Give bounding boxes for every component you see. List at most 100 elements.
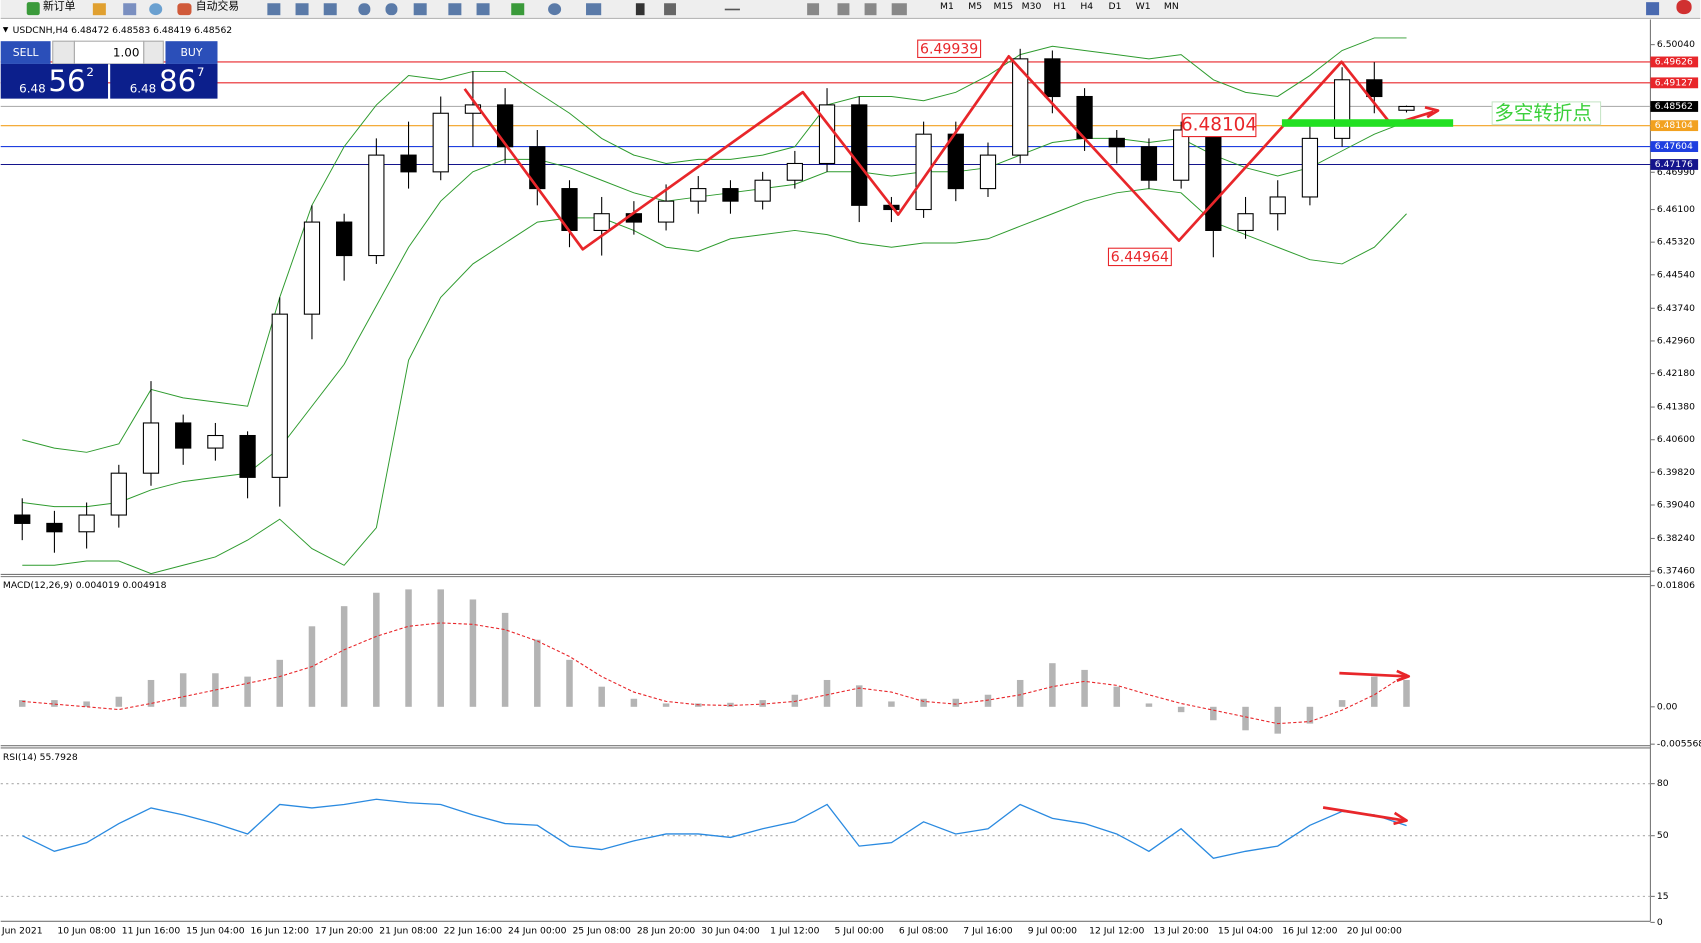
pivot-zone <box>1281 119 1454 127</box>
x-tick-label: 5 Jul 00:00 <box>835 926 884 937</box>
x-tick-label: 21 Jun 08:00 <box>379 926 438 937</box>
candle-body <box>1140 146 1158 181</box>
y-tick-label: 6.46990 <box>1657 167 1695 178</box>
tool-icon[interactable] <box>586 3 602 16</box>
tool-icon[interactable] <box>511 3 525 16</box>
tool-icon[interactable] <box>149 3 163 16</box>
sell-price-main: 56 <box>48 64 85 98</box>
lot-value[interactable]: 1.00 <box>113 46 140 60</box>
macd-bar <box>18 700 26 707</box>
timeframe[interactable]: M1 <box>940 1 954 12</box>
candle-body <box>239 434 256 478</box>
timeframe[interactable]: M15 <box>994 1 1014 12</box>
buy-label[interactable]: BUY <box>180 46 202 59</box>
macd-bar <box>1145 703 1153 707</box>
y-tick-label: -0.005568 <box>1657 739 1701 750</box>
lot-up[interactable] <box>143 40 164 65</box>
tool-icon[interactable] <box>807 3 820 16</box>
tool-icon[interactable] <box>724 8 740 11</box>
tool-icon[interactable] <box>413 3 427 16</box>
candle-body <box>175 422 192 449</box>
candle-body <box>1205 129 1222 231</box>
x-tick-label: 9 Jul 00:00 <box>1028 926 1077 937</box>
annotation-box <box>1107 247 1172 267</box>
new-order[interactable]: 新订单 <box>43 0 76 13</box>
auto-trading-icon[interactable] <box>177 3 192 16</box>
rsi-line <box>22 798 1407 859</box>
macd-bar <box>1306 706 1314 724</box>
tool-icon[interactable] <box>664 3 676 16</box>
candle-body <box>336 221 353 257</box>
price-label: 6.49626 <box>1655 56 1693 67</box>
timeframe[interactable]: H1 <box>1053 1 1066 12</box>
macd-title: MACD(12,26,9) 0.004019 0.004918 <box>3 580 167 591</box>
tool-icon[interactable] <box>358 3 371 16</box>
tool-icon[interactable] <box>864 3 877 16</box>
tool-icon[interactable] <box>92 3 106 16</box>
price-label-bg <box>1650 120 1699 132</box>
candle-body <box>496 104 514 148</box>
notification-icon[interactable] <box>1676 0 1692 15</box>
tool-icon[interactable] <box>837 3 850 16</box>
annotation-pivot: 6.48104 <box>1181 115 1257 136</box>
timeframe[interactable]: D1 <box>1108 1 1121 12</box>
x-tick-label: 20 Jul 00:00 <box>1347 926 1402 937</box>
x-tick-label: 13 Jul 20:00 <box>1154 926 1209 937</box>
sell-label[interactable]: SELL <box>13 46 39 59</box>
tool-icon[interactable] <box>476 3 490 16</box>
annotation-low: 6.44964 <box>1111 249 1169 265</box>
price-label-bg <box>1650 101 1699 112</box>
tool-icon[interactable] <box>448 3 462 16</box>
note: 多空转折点 <box>1494 101 1592 124</box>
tool-icon[interactable] <box>295 3 309 16</box>
y-tick-label: 6.39040 <box>1657 499 1695 510</box>
candle-body <box>754 179 771 202</box>
tool-icon[interactable] <box>323 3 337 16</box>
tool-icon[interactable] <box>635 3 645 16</box>
price-label: 6.47176 <box>1655 159 1693 170</box>
search-icon[interactable] <box>1646 2 1660 16</box>
annotation-box <box>1181 113 1257 138</box>
candle-body <box>786 162 803 181</box>
buy-button[interactable] <box>165 41 218 64</box>
timeframe[interactable]: MN <box>1164 1 1179 12</box>
timeframe[interactable]: M30 <box>1022 1 1042 12</box>
price-label-bg <box>1650 56 1699 68</box>
buy-price-box[interactable] <box>110 63 218 99</box>
new-order-icon[interactable] <box>26 2 40 16</box>
macd-bar <box>1081 669 1088 707</box>
timeframes: M1 M5 M15 M30 H1 H4 D1 W1 MN <box>940 1 1179 12</box>
lot-down[interactable] <box>52 40 75 65</box>
x-tick-label: 16 Jul 12:00 <box>1282 926 1337 937</box>
sell-button[interactable] <box>0 41 51 64</box>
bollinger-upper <box>22 37 1407 453</box>
tool-icon[interactable] <box>548 3 562 16</box>
timeframe[interactable]: M5 <box>968 1 982 12</box>
macd-bar <box>630 698 638 707</box>
macd-bar <box>51 700 58 707</box>
candle-body <box>110 472 127 516</box>
tool-icon[interactable] <box>267 3 281 16</box>
tool-icon[interactable] <box>123 3 137 16</box>
zigzag-drawing <box>463 55 1440 826</box>
timeframe[interactable]: W1 <box>1136 1 1151 12</box>
macd-bar <box>83 701 90 707</box>
macd-bar <box>147 679 155 707</box>
sell-price-box[interactable] <box>0 63 109 99</box>
x-tick-label: 10 Jun 08:00 <box>57 926 116 937</box>
x-tick-label: 16 Jun 12:00 <box>251 926 310 937</box>
note-box <box>1491 101 1602 126</box>
auto-trading[interactable]: 自动交易 <box>196 0 239 13</box>
tool-icon[interactable] <box>385 3 398 16</box>
timeframe[interactable]: H4 <box>1080 1 1093 12</box>
macd-bar <box>823 679 831 707</box>
macd-bar <box>855 685 863 707</box>
macd-bar <box>501 612 509 707</box>
tool-icon[interactable] <box>891 3 907 16</box>
candle-body <box>1398 105 1415 111</box>
y-tick-label: 80 <box>1657 778 1669 789</box>
macd-arrow <box>1339 671 1407 678</box>
x-tick-label: 12 Jul 12:00 <box>1089 926 1144 937</box>
